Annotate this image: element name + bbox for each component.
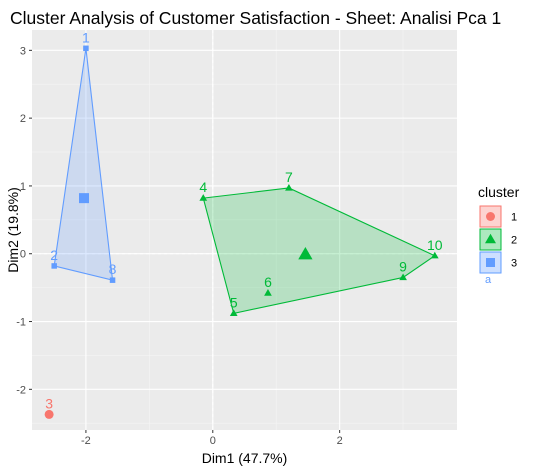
legend-key-marker	[486, 212, 495, 221]
y-tick-label: -2	[16, 384, 26, 396]
cluster-2-point-7	[285, 183, 293, 191]
legend-label-2: 2	[511, 235, 517, 247]
legend: cluster 1 2 3 a	[478, 184, 520, 286]
legend-items: 1 2 3	[479, 205, 517, 274]
plot-panel	[32, 30, 457, 430]
point-label-6: 6	[264, 274, 272, 290]
cluster-3-hull	[53, 48, 114, 281]
cluster-3-centroid	[79, 193, 90, 204]
x-tick-label: -2	[81, 435, 91, 447]
x-tick-label: 2	[337, 435, 343, 447]
point-label-1: 1	[82, 29, 90, 45]
legend-title: cluster	[478, 184, 520, 200]
grid	[32, 30, 457, 430]
point-label-2: 2	[50, 247, 58, 263]
point-labels: 3 4 5 6 7 9 10 1 2 8	[45, 29, 443, 411]
y-tick-label: 3	[20, 45, 26, 57]
cluster-2-point-6	[264, 289, 272, 296]
point-label-5: 5	[230, 294, 238, 310]
x-tick-label: 0	[210, 435, 216, 447]
chart-title: Cluster Analysis of Customer Satisfactio…	[10, 8, 501, 28]
point-label-7: 7	[285, 169, 293, 185]
point-label-3: 3	[45, 395, 53, 411]
cluster-2-hull	[202, 187, 436, 315]
cluster-2-point-4	[199, 194, 208, 201]
point-label-9: 9	[399, 258, 407, 274]
x-axis-title: Dim1 (47.7%)	[202, 450, 288, 466]
y-tick-label: -1	[16, 317, 26, 329]
legend-key-marker	[485, 233, 496, 244]
y-tick-label: 0	[20, 249, 26, 261]
cluster-2-centroid	[298, 246, 313, 260]
cluster-2-point-9	[399, 273, 407, 281]
point-label-4: 4	[199, 179, 207, 195]
point-label-8: 8	[109, 261, 117, 277]
cluster-2-point-5	[229, 309, 238, 317]
data-points	[44, 45, 439, 419]
point-label-10: 10	[427, 237, 443, 253]
cluster-2-point-10	[430, 251, 439, 259]
y-tick-label: 2	[20, 113, 26, 125]
y-tick-label: 1	[20, 181, 26, 193]
legend-key-1	[479, 205, 502, 228]
cluster-3-point-8	[109, 277, 116, 283]
legend-label-1: 1	[511, 212, 517, 224]
cluster-3-point-2	[51, 263, 57, 269]
legend-key-2	[479, 228, 502, 251]
cluster-3-point-1	[83, 45, 89, 52]
legend-label-3: 3	[511, 258, 517, 270]
cluster-1-point-3	[44, 409, 54, 419]
legend-overlap-text: a	[485, 274, 492, 286]
y-axis-title: Dim2 (19.8%)	[5, 187, 21, 273]
legend-key-3	[479, 251, 502, 274]
legend-key-marker	[486, 258, 495, 267]
axis-ticks: -2 0 2 -2 -1 0 1 2 3	[16, 45, 342, 447]
cluster-hulls	[53, 48, 436, 315]
